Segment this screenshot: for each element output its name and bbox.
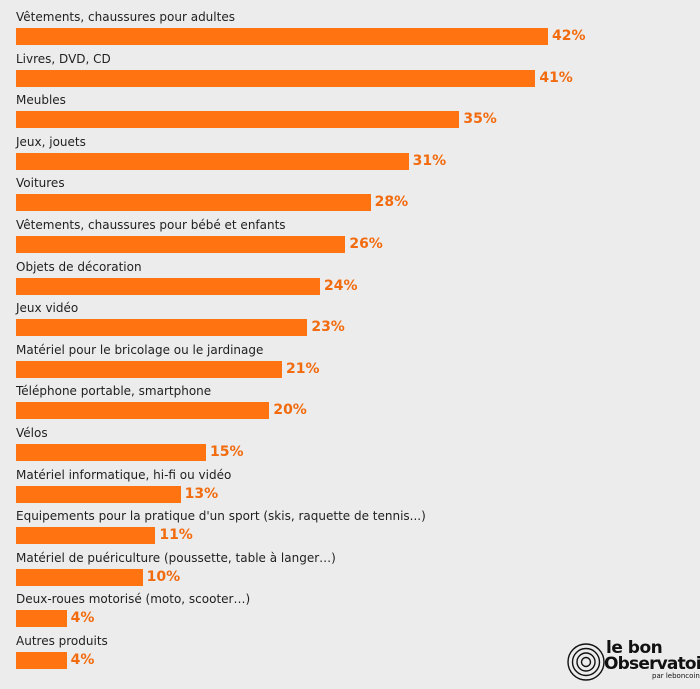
logo-text-observatoire: Observatoire [604,654,700,674]
value-label: 15% [210,444,244,460]
value-label: 42% [552,28,586,44]
concentric-circles-logo-icon [567,643,605,681]
value-label: 4% [70,652,95,668]
bar [16,652,67,669]
bar [16,28,548,45]
bar [16,152,409,170]
bar [16,319,308,337]
bar [16,402,270,420]
bar [16,485,181,503]
category-label: Vêtements, chaussures pour bébé et enfan… [16,218,286,232]
category-label: Objets de décoration [16,259,142,274]
category-label: Matériel pour le bricolage ou le jardina… [16,342,264,357]
logo-text-par-leboncoin: par leboncoin [652,672,700,680]
value-label: 24% [324,277,358,294]
bar [16,69,536,87]
bar [16,610,67,628]
bar [16,527,156,545]
category-label: Matériel de puériculture (poussette, tab… [16,550,336,565]
category-label: Equipements pour la pratique d'un sport … [16,509,426,524]
value-label: 31% [412,152,447,169]
category-label: Voitures [16,176,65,191]
category-label: Meubles [16,93,66,108]
value-label: 10% [146,568,181,585]
category-label: Jeux vidéo [16,301,79,316]
category-label: Autres produits [16,634,108,648]
value-label: 41% [539,69,573,86]
value-label: 11% [159,527,193,544]
bar [16,444,206,461]
category-label: Jeux, jouets [16,134,86,149]
value-label: 35% [463,111,497,128]
category-label: Vélos [16,426,48,440]
bar [16,111,460,129]
value-label: 26% [349,236,383,252]
value-label: 20% [273,402,307,419]
bar [16,236,346,253]
bar [16,277,320,295]
le-bon-observatoire-logo: le bon Observatoire par leboncoin [566,636,700,684]
category-label: Matériel informatique, hi-fi ou vidéo [16,467,232,482]
value-label: 23% [311,319,345,336]
bar [16,568,143,586]
value-label: 13% [184,485,219,502]
bar [16,194,371,212]
category-label: Vêtements, chaussures pour adultes [16,10,235,24]
value-label: 28% [374,194,409,211]
category-label: Téléphone portable, smartphone [16,384,212,399]
logo-text-le-bon: le bon [606,638,663,658]
bar [16,360,282,378]
value-label: 4% [70,610,95,627]
category-label: Deux-roues motorisé (moto, scooter…) [16,592,251,607]
value-label: 21% [286,360,320,377]
category-label: Livres, DVD, CD [16,51,111,66]
